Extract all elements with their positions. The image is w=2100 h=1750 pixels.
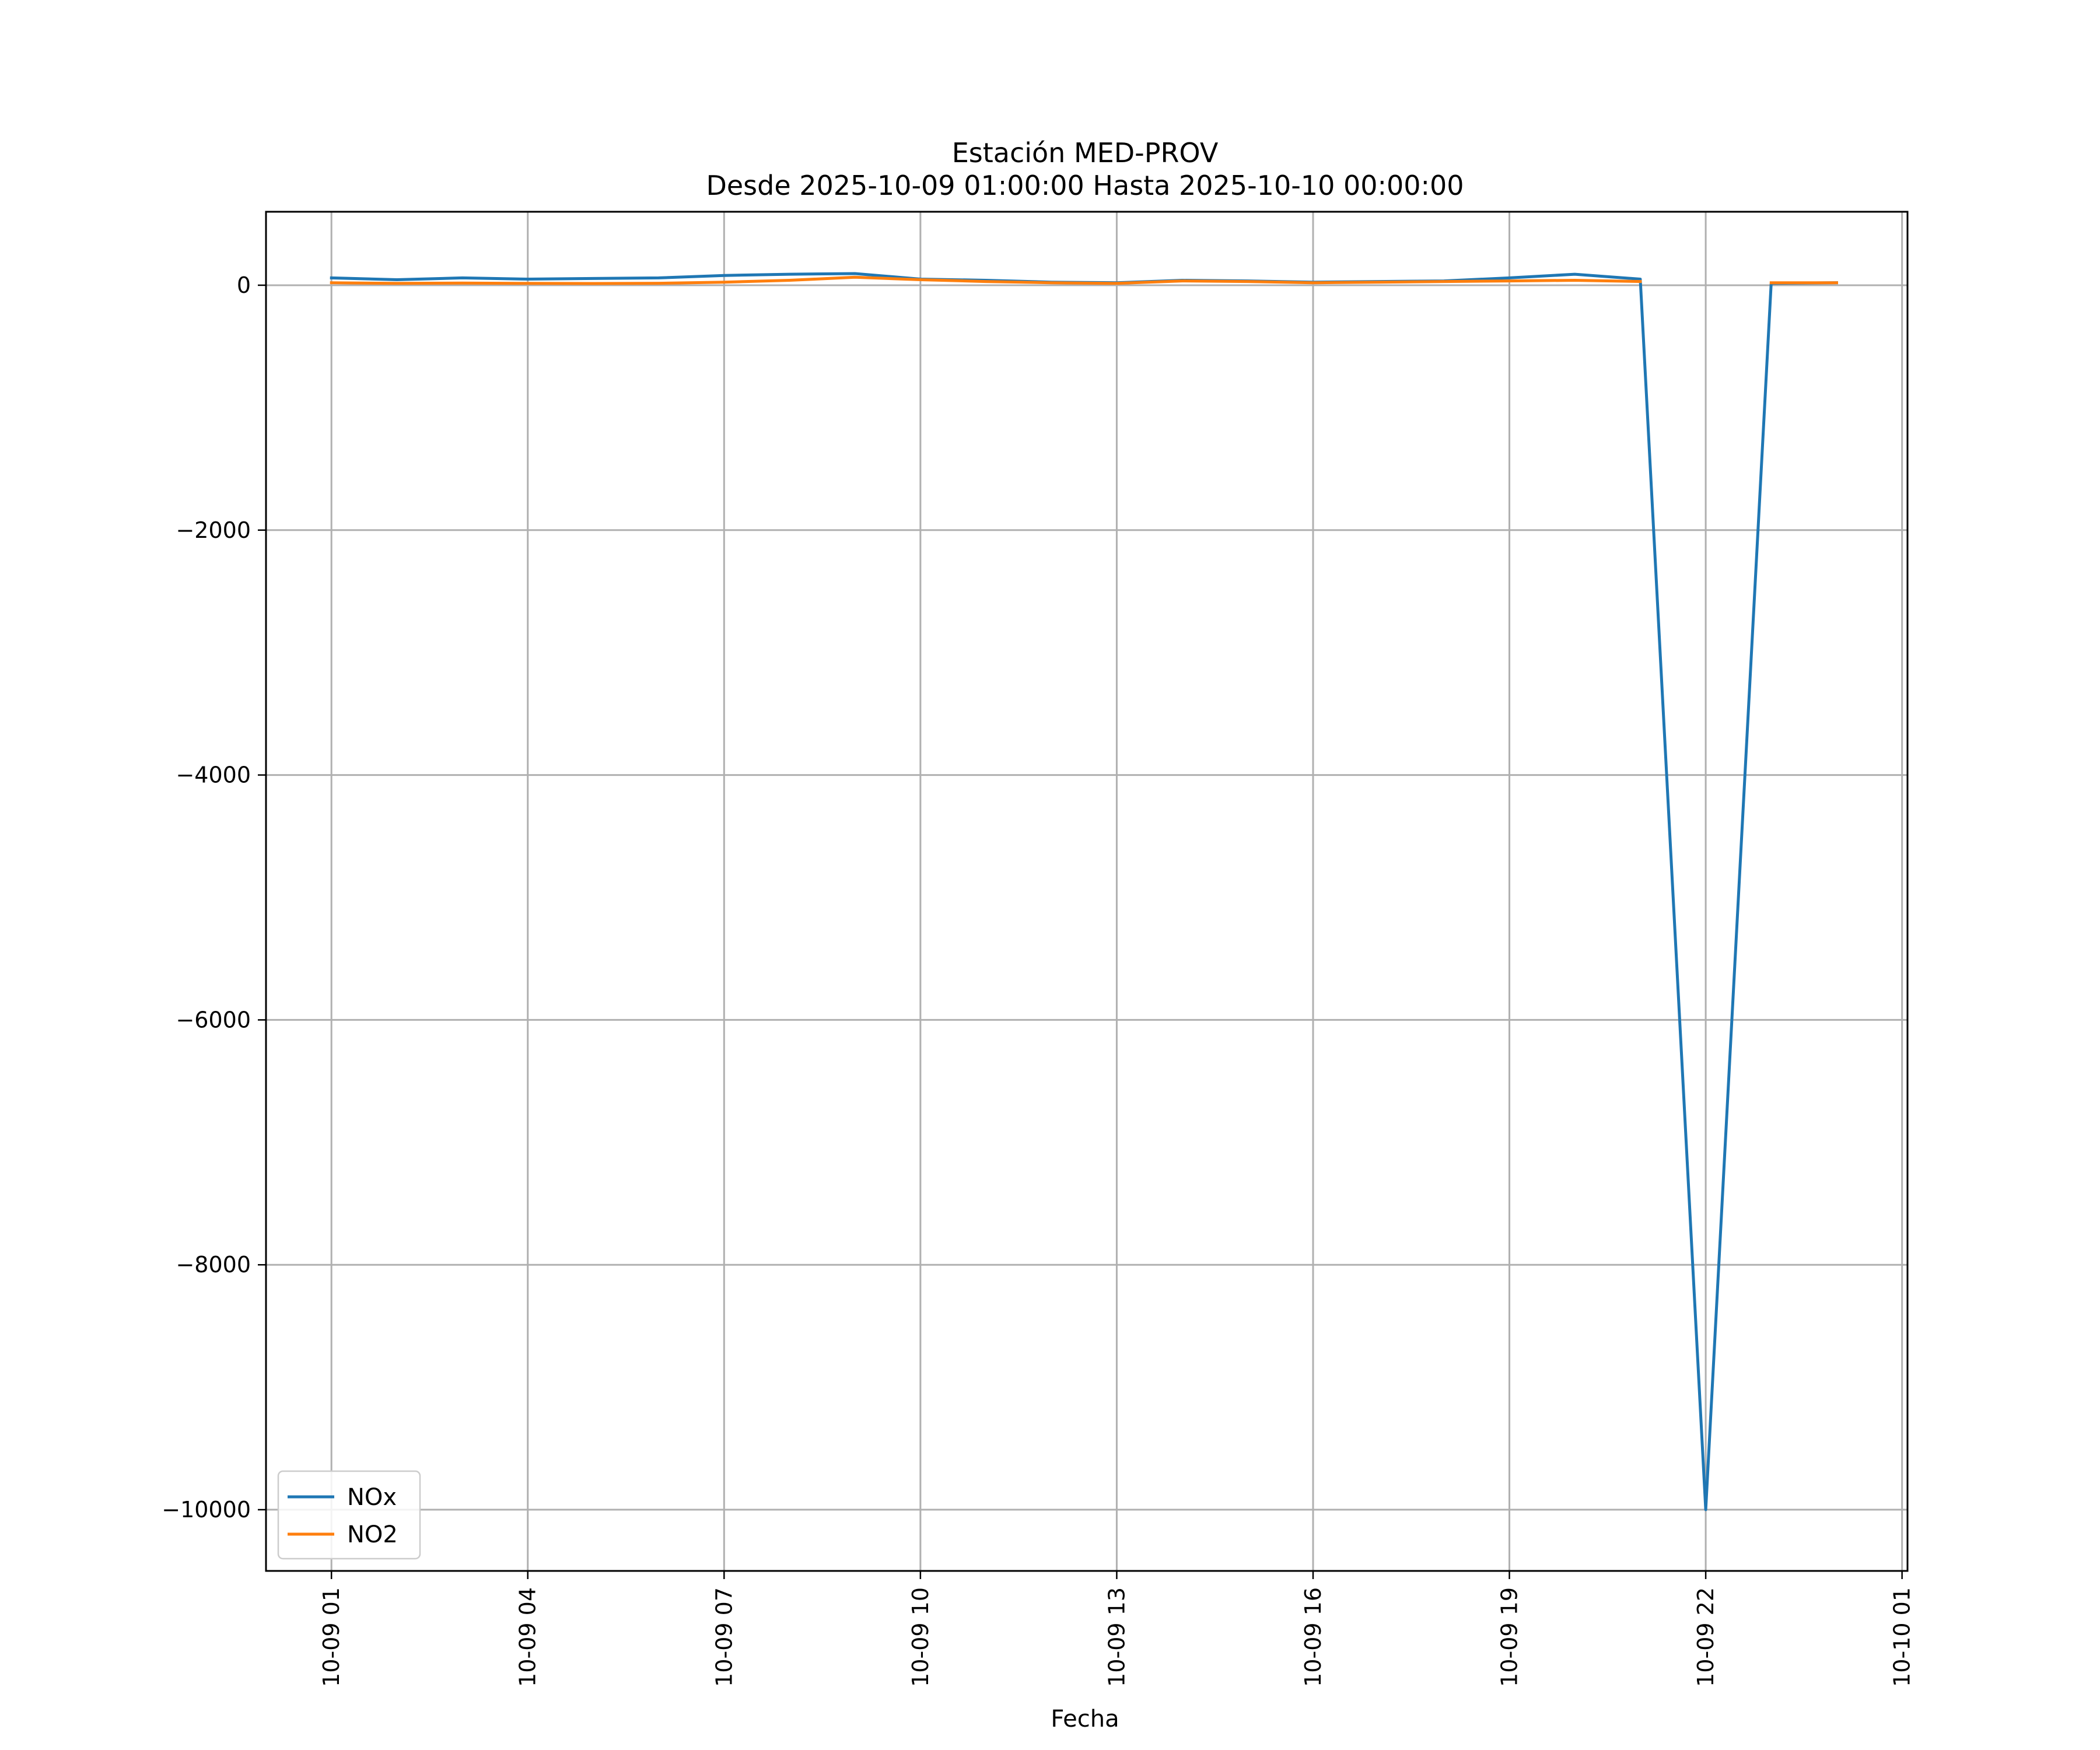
- legend: NOx NO2: [277, 1470, 421, 1560]
- y-tick-label: −6000: [176, 1007, 251, 1032]
- x-tick-label: 10-09 04: [515, 1587, 541, 1687]
- y-tick-label: −10000: [162, 1497, 251, 1522]
- axis-ticks: 10-09 01 10-09 04 10-09 07 10-09 10 10-09 13…: [162, 272, 1915, 1687]
- x-tick-label: 10-09 19: [1497, 1587, 1522, 1687]
- y-tick-label: −2000: [176, 517, 251, 543]
- series-line-no2: [330, 275, 1642, 285]
- legend-box: [277, 1470, 421, 1560]
- y-tick-label: 0: [237, 272, 251, 298]
- chart-title: Estación MED-PROV: [952, 137, 1219, 169]
- x-tick-label: 10-09 16: [1300, 1587, 1326, 1687]
- x-tick-label: 10-09 13: [1104, 1587, 1129, 1687]
- y-tick-label: −8000: [176, 1252, 251, 1278]
- x-tick-label: 10-09 01: [318, 1587, 344, 1687]
- plot-area-frame: [265, 211, 1909, 1572]
- y-tick-label: −4000: [176, 762, 251, 788]
- series-line-nox: [330, 272, 1839, 1511]
- series-lines: [330, 272, 1839, 1511]
- x-tick-label: 10-09 07: [711, 1587, 737, 1687]
- x-tick-label: 10-09 10: [908, 1587, 933, 1687]
- grid-lines: [266, 212, 1908, 1571]
- legend-label-nox: NOx: [347, 1484, 397, 1511]
- chart-subtitle: Desde 2025-10-09 01:00:00 Hasta 2025-10-…: [706, 170, 1464, 201]
- x-axis-label: Fecha: [1051, 1706, 1119, 1732]
- x-tick-label: 10-10 01: [1889, 1587, 1915, 1687]
- x-tick-label: 10-09 22: [1693, 1587, 1718, 1687]
- legend-label-no2: NO2: [347, 1521, 398, 1548]
